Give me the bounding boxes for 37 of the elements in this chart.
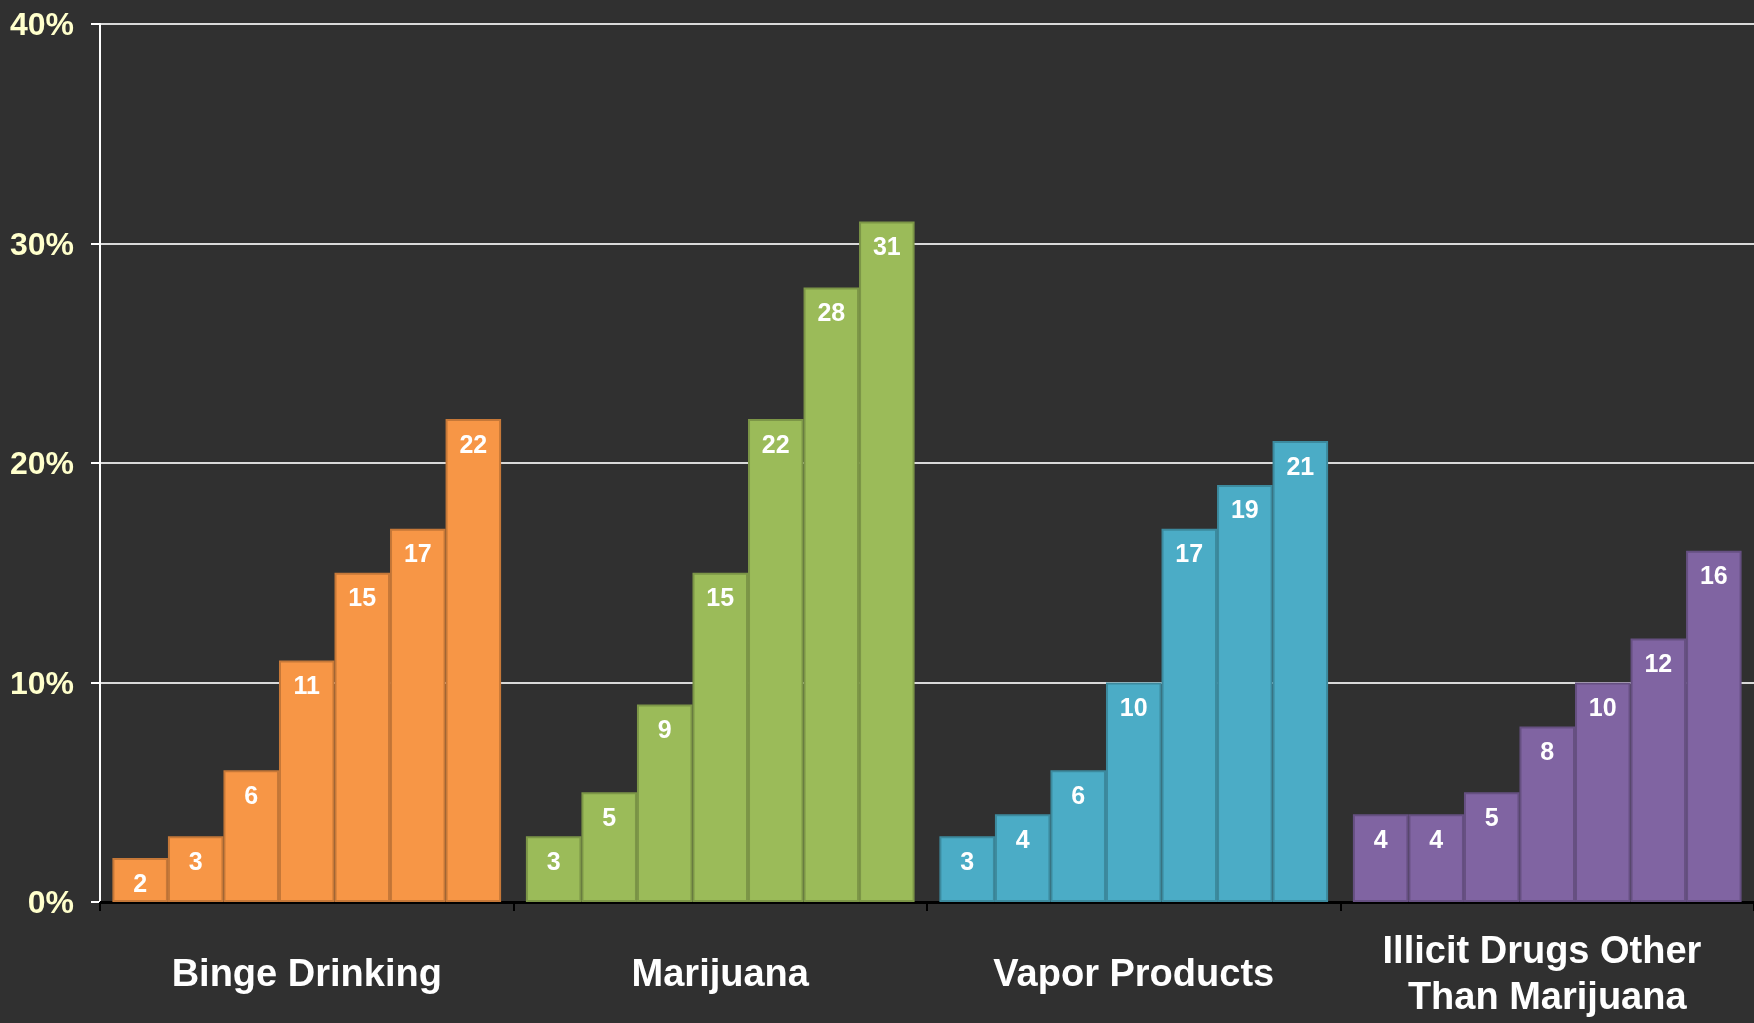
data-label: 28 [817,297,846,326]
data-label: 8 [1540,736,1555,765]
data-label: 15 [348,583,377,612]
data-label: 4 [1015,824,1030,853]
data-label: 10 [1119,693,1148,721]
x-tick-label: Binge Drinking [171,952,442,994]
y-tick-label: 30% [9,225,74,262]
data-label: 22 [761,429,790,458]
data-label: 2 [133,868,148,897]
data-label: 3 [960,846,975,875]
data-label: 17 [1175,539,1204,568]
data-label: 3 [546,846,561,875]
x-tick-label: Marijuana [631,952,810,994]
data-label: 12 [1644,649,1673,678]
data-label: 5 [602,802,617,831]
data-label: 16 [1699,561,1728,590]
data-label: 6 [244,780,259,809]
data-label: 6 [1071,780,1086,809]
data-label: 10 [1588,693,1617,721]
x-tick-label: Illicit Drugs Other Than Marijuana [1382,929,1712,1017]
y-tick-label: 40% [9,6,74,42]
data-label: 11 [293,671,321,700]
data-label: 17 [403,539,432,568]
data-label: 9 [657,714,672,743]
x-tick-label: Vapor Products [993,952,1275,994]
data-label: 4 [1429,824,1444,853]
y-tick-label: 10% [9,664,74,701]
data-label: 15 [706,583,735,612]
data-label: 4 [1373,824,1388,853]
data-label: 31 [872,232,901,261]
data-label: 3 [188,846,203,875]
data-label: 5 [1484,802,1499,831]
y-tick-label: 20% [9,445,74,481]
y-tick-label: 0% [27,884,74,920]
data-label: 19 [1230,495,1259,524]
data-label: 22 [459,429,488,458]
data-label: 21 [1286,451,1315,480]
